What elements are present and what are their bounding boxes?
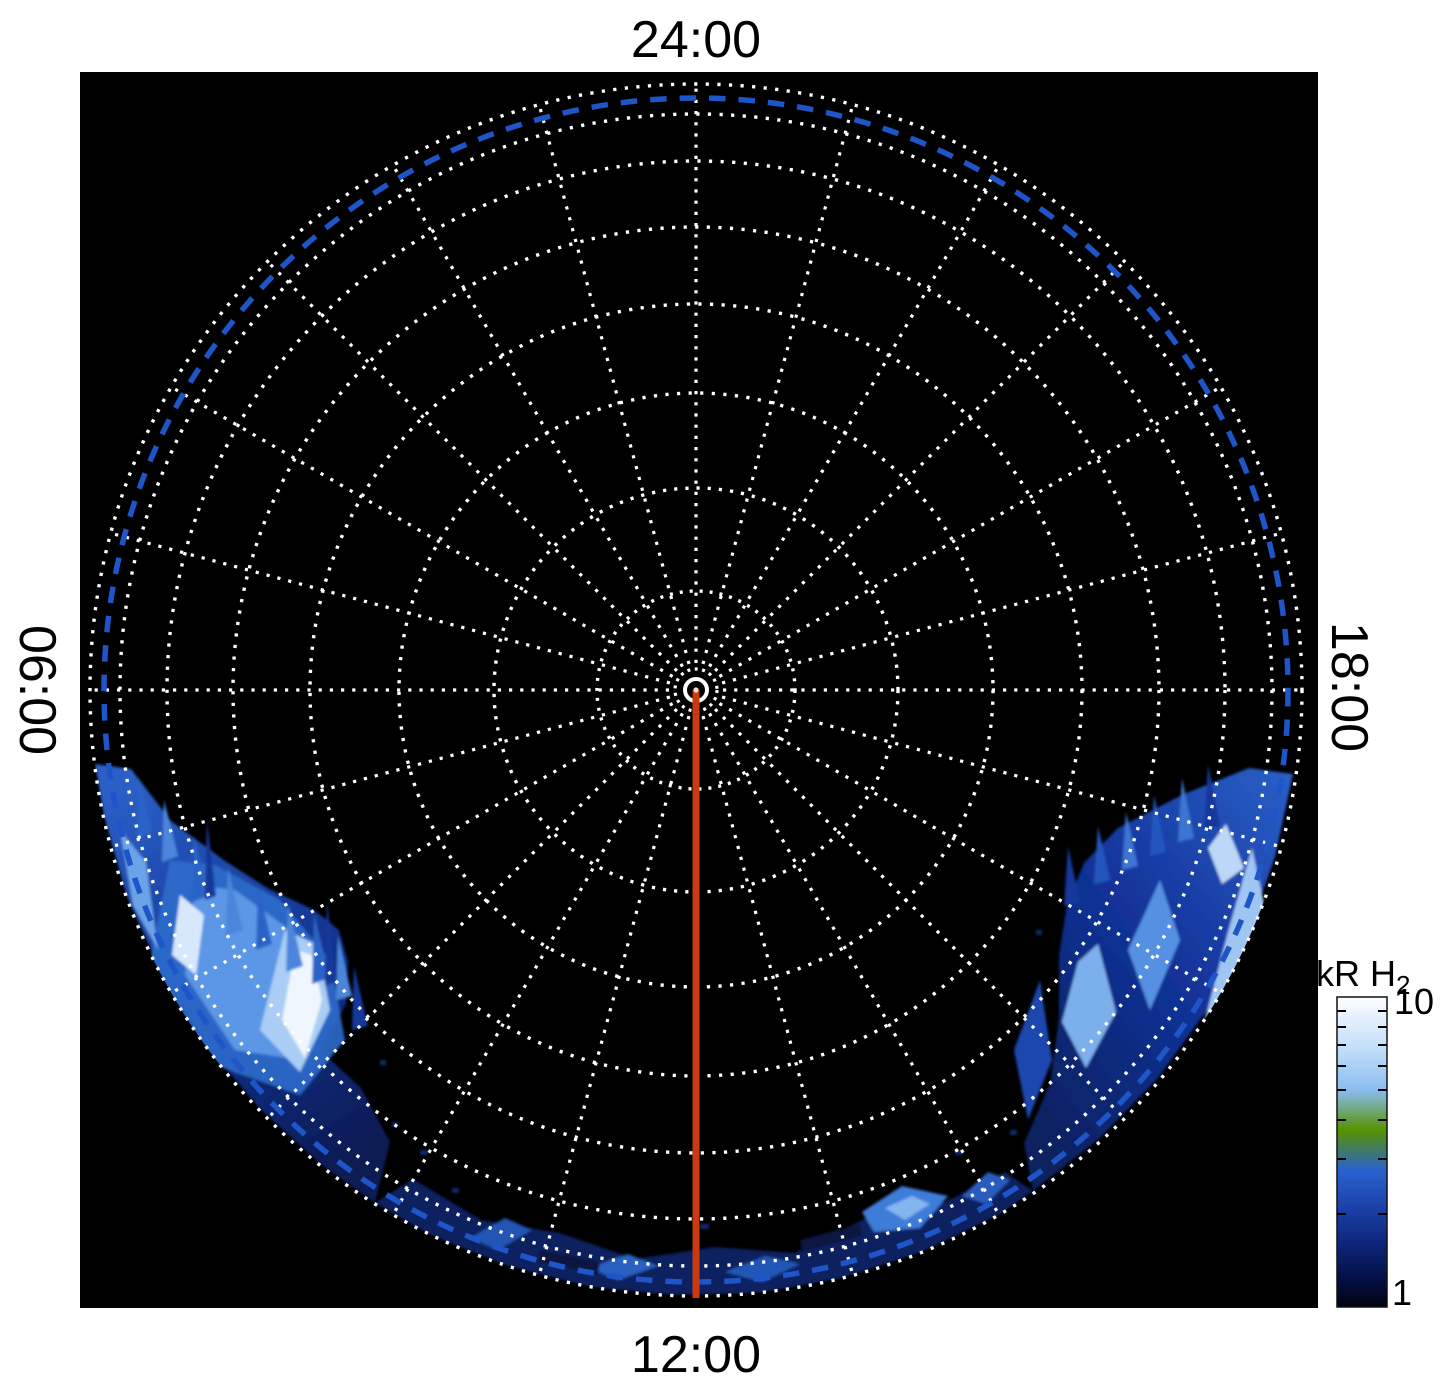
latitude-circle — [595, 589, 797, 791]
aurora-patch — [1062, 944, 1116, 1068]
aurora-speckle — [452, 1188, 459, 1193]
aurora-streak — [286, 904, 303, 972]
colorbar-max-label: 10 — [1394, 981, 1434, 1022]
aurora-streak — [1204, 764, 1220, 830]
aurora-speckle — [1036, 930, 1042, 935]
latitude-circle — [492, 486, 900, 894]
aurora-patch — [470, 1218, 532, 1250]
axis-label-06: 06:00 — [8, 625, 66, 755]
axis-label-18: 18:00 — [1320, 622, 1378, 752]
colorbar-min-label: 1 — [1392, 1272, 1412, 1313]
aurora-streak — [1064, 846, 1080, 906]
aurora-streak — [1178, 778, 1194, 842]
colorbar-gradient-bar — [1336, 996, 1388, 1308]
noon-meridian-origin — [693, 687, 699, 693]
aurora-streak — [137, 778, 152, 838]
colorbar-title-main: kR H — [1316, 953, 1396, 994]
axis-label-24: 24:00 — [631, 11, 761, 69]
aurora-speckle — [420, 1150, 428, 1155]
aurora-streak — [336, 936, 352, 1000]
colorbar-ticks-left — [1337, 1010, 1346, 1215]
aurora-patch — [538, 1250, 600, 1274]
aurora-streak — [1094, 826, 1110, 884]
aurora-speckle — [1010, 1130, 1017, 1135]
colorbar: kR H2 10 1 — [1316, 953, 1434, 1313]
aurora-streak — [352, 966, 368, 1030]
latitude-circle — [165, 159, 1227, 1221]
aurora-streak — [1150, 795, 1166, 856]
aurora-patch — [1014, 980, 1052, 1120]
aurora-streak — [1122, 812, 1138, 870]
latitude-circle — [231, 225, 1161, 1155]
aurora-patch — [885, 1196, 930, 1220]
aurora-patch — [1208, 824, 1244, 884]
aurora-streak — [325, 900, 336, 986]
aurora-speckle — [955, 1150, 963, 1155]
colorbar-ticks-right — [1378, 1010, 1387, 1215]
aurora-patch — [375, 1172, 1033, 1295]
aurora-speckle — [380, 1060, 386, 1065]
aurora-patch — [588, 1254, 658, 1280]
aurora-streak — [256, 884, 272, 950]
aurora-patch — [282, 950, 322, 1058]
aurora-streak — [205, 820, 216, 900]
aurora-patch — [172, 895, 204, 975]
aurora-patch — [800, 1224, 862, 1252]
colorbar-title-subscript: 2 — [1396, 970, 1410, 1000]
axis-label-12: 12:00 — [631, 1326, 761, 1384]
aurora-patch — [725, 1256, 800, 1282]
colorbar-title: kR H2 — [1316, 953, 1410, 1000]
aurora-speckle — [700, 1224, 709, 1229]
aurora-streak — [226, 868, 243, 936]
